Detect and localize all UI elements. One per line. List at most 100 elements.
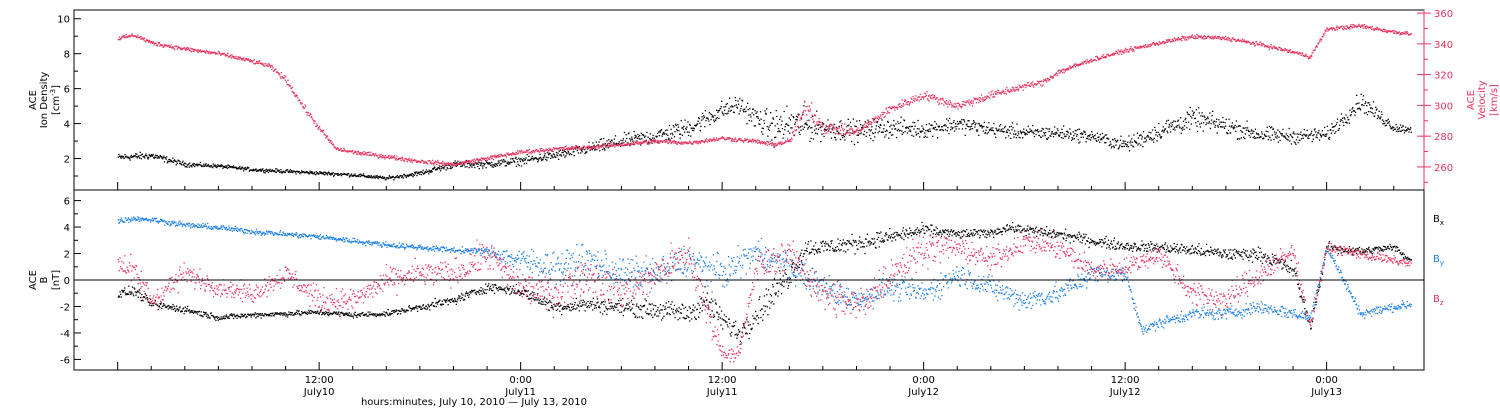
velocity-label-line3: [km/s]: [1489, 84, 1500, 116]
velocity-point: [1184, 37, 1186, 39]
bx-point: [268, 315, 270, 317]
velocity-point: [511, 151, 514, 154]
density-point: [393, 179, 395, 181]
velocity-point: [490, 155, 492, 157]
density-point: [1263, 137, 1265, 139]
velocity-point: [313, 122, 315, 124]
density-point: [786, 124, 789, 126]
density-point: [857, 134, 859, 136]
velocity-point: [1183, 39, 1186, 41]
density-tick-label: 4: [64, 120, 70, 131]
density-point: [1156, 140, 1158, 142]
density-point: [1409, 128, 1411, 131]
velocity-point: [1305, 53, 1307, 55]
density-point: [497, 160, 500, 162]
velocity-point: [610, 145, 612, 147]
density-point: [975, 122, 977, 124]
density-point: [899, 129, 901, 132]
density-point: [1235, 120, 1237, 122]
velocity-point: [1019, 86, 1021, 88]
density-point: [432, 168, 434, 170]
density-point: [573, 155, 575, 157]
density-point: [651, 142, 653, 144]
velocity-point: [840, 133, 842, 135]
velocity-point: [1042, 84, 1044, 86]
density-point: [972, 122, 974, 125]
bx-point: [190, 311, 192, 313]
density-point: [952, 121, 955, 123]
density-point: [622, 138, 624, 140]
density-point: [959, 122, 961, 124]
density-point: [1287, 139, 1289, 141]
density-point: [229, 165, 231, 168]
density-point: [1114, 138, 1116, 140]
velocity-point: [547, 151, 549, 153]
density-point: [1386, 122, 1389, 124]
velocity-point: [271, 65, 273, 67]
velocity-point: [1180, 38, 1182, 40]
density-point: [753, 125, 755, 127]
density-point: [750, 120, 753, 122]
density-point: [1177, 119, 1179, 121]
velocity-point: [1330, 28, 1332, 30]
velocity-point: [912, 95, 914, 98]
bx-point: [185, 310, 188, 313]
velocity-point: [967, 101, 969, 103]
density-point: [1119, 144, 1121, 146]
density-point: [1165, 120, 1168, 122]
density-point: [747, 102, 749, 104]
density-point: [1236, 126, 1238, 128]
velocity-point: [694, 140, 696, 143]
density-point: [1371, 108, 1374, 110]
density-point: [599, 138, 601, 141]
velocity-point: [400, 158, 402, 160]
density-point: [1090, 137, 1092, 139]
velocity-point: [586, 146, 588, 148]
density-point: [955, 128, 957, 130]
velocity-point: [875, 120, 877, 122]
density-point: [1296, 133, 1298, 135]
density-point: [1223, 126, 1225, 128]
density-point: [1010, 137, 1012, 139]
density-point: [1027, 131, 1029, 133]
density-point: [725, 106, 727, 108]
density-point: [300, 172, 302, 174]
velocity-point: [984, 96, 986, 98]
density-point: [635, 135, 637, 137]
velocity-point: [1247, 40, 1249, 42]
density-point: [1016, 134, 1019, 137]
velocity-point: [195, 49, 198, 52]
velocity-point: [1095, 60, 1097, 62]
bx-point: [285, 315, 287, 317]
density-point: [144, 157, 146, 159]
velocity-point: [1196, 34, 1198, 36]
density-point: [1401, 126, 1403, 129]
velocity-point: [1309, 55, 1311, 58]
density-point: [242, 168, 244, 170]
velocity-point: [425, 161, 428, 163]
velocity-point: [640, 141, 642, 143]
density-point: [992, 130, 994, 132]
density-point: [812, 115, 814, 118]
velocity-point: [906, 101, 908, 103]
velocity-point: [1024, 84, 1027, 86]
density-point: [796, 118, 798, 121]
velocity-point: [679, 142, 681, 144]
velocity-point: [1187, 36, 1189, 38]
density-point: [1387, 118, 1389, 120]
density-point: [692, 127, 694, 129]
velocity-point: [413, 159, 415, 161]
velocity-point: [875, 116, 877, 118]
density-point: [615, 142, 618, 144]
velocity-point: [147, 40, 149, 42]
velocity-point: [248, 59, 250, 61]
density-point: [813, 129, 816, 131]
velocity-point: [279, 76, 281, 78]
density-point: [1212, 110, 1214, 112]
velocity-point: [778, 141, 780, 143]
velocity-point: [1172, 40, 1174, 42]
density-point: [659, 131, 662, 133]
density-point: [941, 126, 943, 128]
velocity-point: [362, 153, 364, 155]
bx-point: [180, 311, 182, 313]
